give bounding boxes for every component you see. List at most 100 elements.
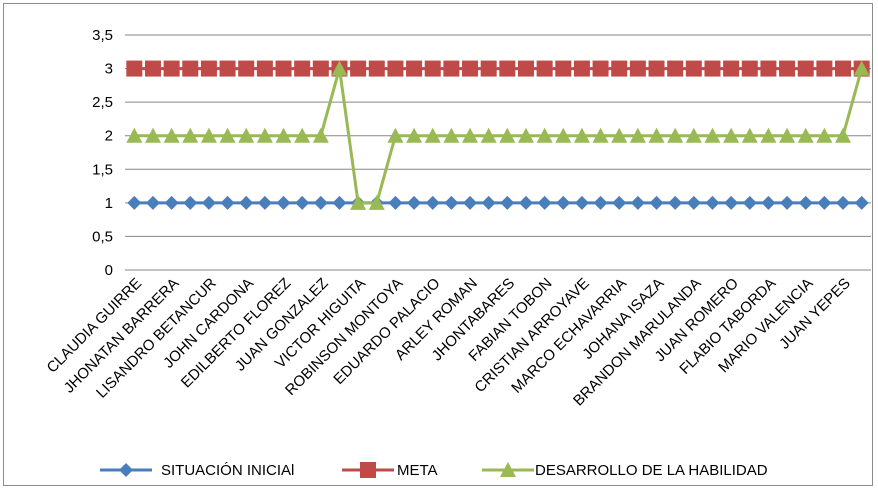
- data-point: [182, 60, 199, 77]
- data-point: [201, 195, 216, 210]
- data-point: [537, 195, 552, 210]
- legend-marker: [500, 462, 516, 477]
- data-point: [723, 60, 740, 77]
- data-point: [499, 60, 516, 77]
- data-point: [667, 127, 684, 143]
- series-1: [127, 195, 869, 210]
- data-point: [220, 195, 235, 210]
- data-point: [164, 195, 179, 210]
- y-tick-label: 2: [105, 128, 113, 145]
- data-point: [312, 60, 329, 77]
- data-point: [424, 127, 441, 143]
- y-tick-label: 3: [105, 61, 113, 78]
- legend-item: META: [342, 462, 438, 479]
- data-point: [407, 195, 422, 210]
- data-point: [760, 127, 777, 143]
- data-point: [704, 127, 721, 143]
- line-chart: 0 0,5 1 1,5 2 2,5 3 3,5 CLAUDIA GUIRREJHONATAN …: [44, 27, 871, 479]
- data-point: [406, 60, 423, 77]
- data-point: [256, 60, 273, 77]
- data-point: [238, 60, 255, 77]
- data-point: [592, 127, 609, 143]
- y-tick-label: 0: [105, 262, 113, 279]
- data-point: [239, 195, 254, 210]
- data-point: [593, 195, 608, 210]
- data-point: [648, 127, 665, 143]
- data-point: [630, 195, 645, 210]
- data-point: [443, 127, 460, 143]
- data-point: [797, 60, 814, 77]
- data-point: [741, 60, 758, 77]
- data-point: [127, 195, 142, 210]
- series-2: [126, 60, 870, 77]
- data-point: [256, 127, 273, 143]
- data-point: [219, 127, 236, 143]
- data-point: [145, 195, 160, 210]
- data-point: [741, 127, 758, 143]
- data-point: [685, 60, 702, 77]
- data-point: [425, 195, 440, 210]
- data-point: [295, 195, 310, 210]
- data-point: [275, 127, 292, 143]
- data-point: [816, 127, 833, 143]
- data-point: [126, 60, 143, 77]
- data-point: [387, 127, 404, 143]
- data-point: [424, 60, 441, 77]
- data-point: [704, 60, 721, 77]
- data-point: [629, 60, 646, 77]
- data-point: [798, 195, 813, 210]
- legend-marker: [119, 463, 133, 477]
- data-point: [817, 195, 832, 210]
- data-point: [463, 195, 478, 210]
- data-point: [574, 195, 589, 210]
- data-point: [649, 195, 664, 210]
- data-point: [406, 127, 423, 143]
- data-point: [853, 60, 870, 76]
- data-point: [816, 60, 833, 77]
- data-point: [836, 195, 851, 210]
- data-point: [648, 60, 665, 77]
- data-point: [276, 195, 291, 210]
- data-point: [668, 195, 683, 210]
- data-point: [779, 60, 796, 77]
- data-point: [724, 195, 739, 210]
- data-point: [835, 60, 852, 77]
- data-point: [536, 60, 553, 77]
- data-point: [183, 195, 198, 210]
- data-point: [573, 127, 590, 143]
- data-point: [685, 127, 702, 143]
- data-point: [667, 60, 684, 77]
- data-point: [780, 195, 795, 210]
- chart-frame: 0 0,5 1 1,5 2 2,5 3 3,5 CLAUDIA GUIRRE JHONATAN …: [3, 3, 873, 486]
- data-point: [573, 60, 590, 77]
- data-point: [238, 127, 255, 143]
- data-point: [518, 195, 533, 210]
- y-tick-label: 0,5: [92, 228, 113, 245]
- data-point: [517, 127, 534, 143]
- y-tick-label: 1,5: [92, 161, 113, 178]
- legend-label: DESARROLLO DE LA HABILIDAD: [535, 462, 768, 479]
- data-point: [350, 60, 367, 77]
- data-point: [835, 127, 852, 143]
- data-point: [200, 60, 217, 77]
- data-point: [332, 195, 347, 210]
- data-point: [500, 195, 515, 210]
- data-point: [462, 60, 479, 77]
- y-tick-label: 1: [105, 195, 113, 212]
- data-point: [257, 195, 272, 210]
- y-axis: 0 0,5 1 1,5 2 2,5 3 3,5: [92, 27, 113, 279]
- data-point: [760, 60, 777, 77]
- data-point: [612, 195, 627, 210]
- data-point: [555, 127, 572, 143]
- data-point: [368, 194, 385, 210]
- data-point: [797, 127, 814, 143]
- gridlines: [125, 34, 871, 271]
- data-point: [611, 60, 628, 77]
- series-line: [134, 67, 864, 205]
- data-point: [350, 194, 367, 210]
- legend-label: META: [397, 462, 438, 479]
- data-point: [313, 195, 328, 210]
- data-point: [779, 127, 796, 143]
- data-point: [312, 127, 329, 143]
